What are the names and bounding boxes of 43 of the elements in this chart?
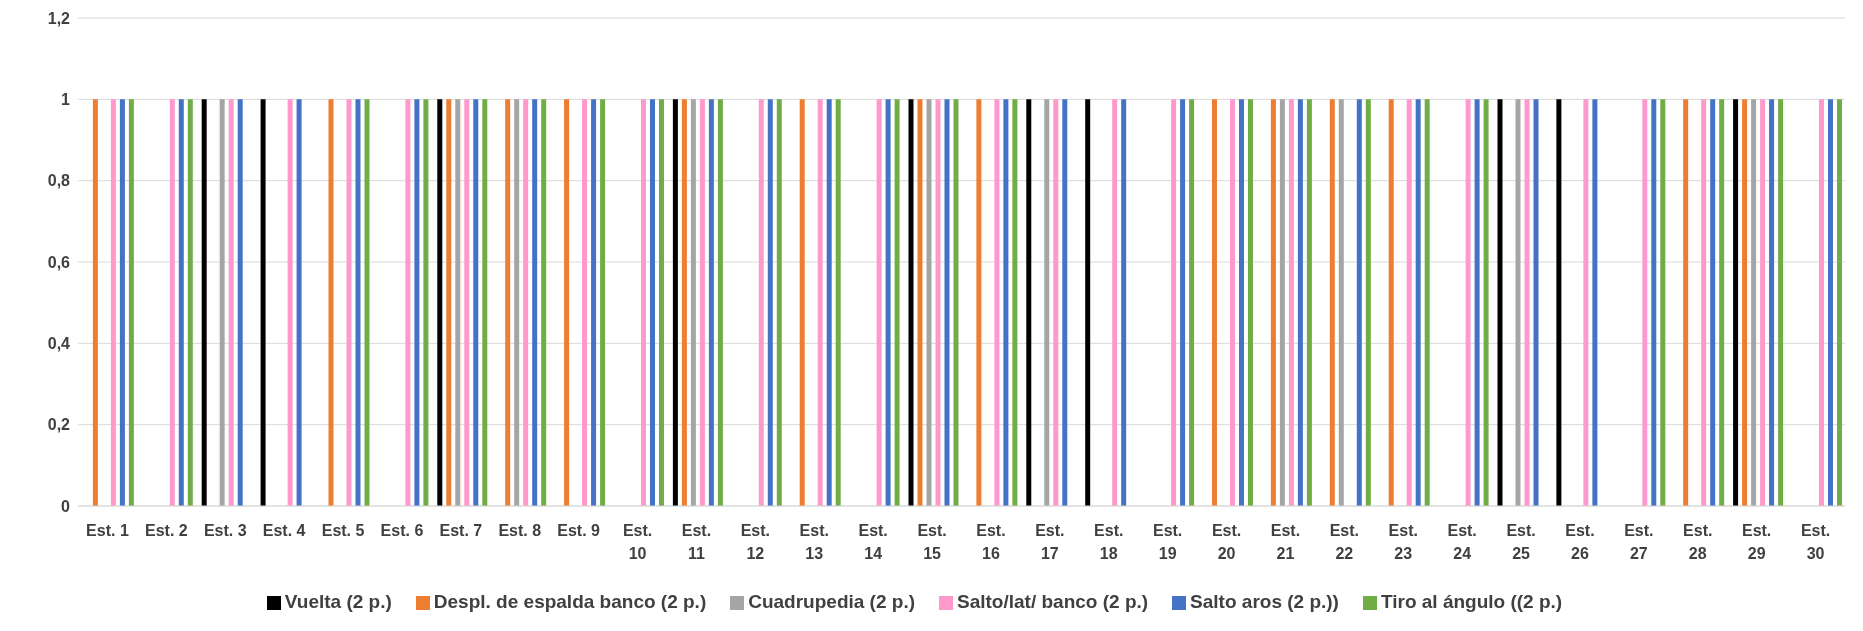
y-tick-label: 0,8 [47,172,71,190]
x-tick-label: Est. 24 [1447,522,1477,562]
x-tick-label: Est. 13 [799,522,829,562]
x-tick-label: Est. 26 [1565,522,1595,562]
x-tick-label: Est. 7 [439,522,483,540]
x-tick-label: Est. 9 [557,522,601,540]
y-tick-label: 0,6 [47,253,71,271]
y-tick-label: 0,4 [47,335,71,353]
x-tick-label: Est. 6 [380,522,424,540]
x-tick-label: Est. 5 [321,522,365,540]
y-tick-label: 0 [61,497,71,515]
x-tick-label: Est. 2 [145,522,188,540]
x-tick-label: Est. 21 [1270,522,1301,562]
x-tick-label: Est. 25 [1506,522,1536,562]
x-tick-label: Est. 18 [1094,522,1124,562]
x-tick-label: Est. 29 [1741,522,1772,562]
x-tick-label: Est. 11 [681,522,712,562]
legend-label: Salto aros (2 p.)) [1190,591,1339,612]
y-tick-label: 1 [61,91,71,109]
x-tick-label: Est. 8 [498,522,542,540]
x-tick-label: Est. 16 [976,522,1006,562]
x-tick-label: Est. 10 [622,522,653,562]
x-tick-label: Est. 27 [1624,522,1654,562]
x-tick-label: Est. 15 [917,522,947,562]
x-tick-label: Est. 22 [1329,522,1360,562]
legend-label: Tiro al ángulo ((2 p.) [1380,591,1563,612]
x-tick-label: Est. 14 [858,522,888,562]
legend-label: Cuadrupedia (2 p.) [748,591,916,612]
x-tick-label: Est. 4 [262,522,306,540]
y-tick-label: 0,2 [47,416,71,434]
y-tick-label: 1,2 [47,9,71,27]
x-tick-label: Est. 20 [1211,522,1242,562]
x-tick-label: Est. 19 [1152,522,1183,562]
x-tick-label: Est. 28 [1683,522,1713,562]
x-tick-label: Est. 3 [203,522,247,540]
x-tick-label: Est. 17 [1035,522,1065,562]
x-tick-label: Est. 1 [86,522,129,540]
x-tick-label: Est. 30 [1800,522,1831,562]
x-tick-label: Est. 23 [1388,522,1418,562]
x-tick-label: Est. 12 [740,522,771,562]
legend-label: Despl. de espalda banco (2 p.) [433,591,707,612]
legend-label: Vuelta (2 p.) [284,591,392,612]
legend-label: Salto/lat/ banco (2 p.) [957,591,1149,612]
